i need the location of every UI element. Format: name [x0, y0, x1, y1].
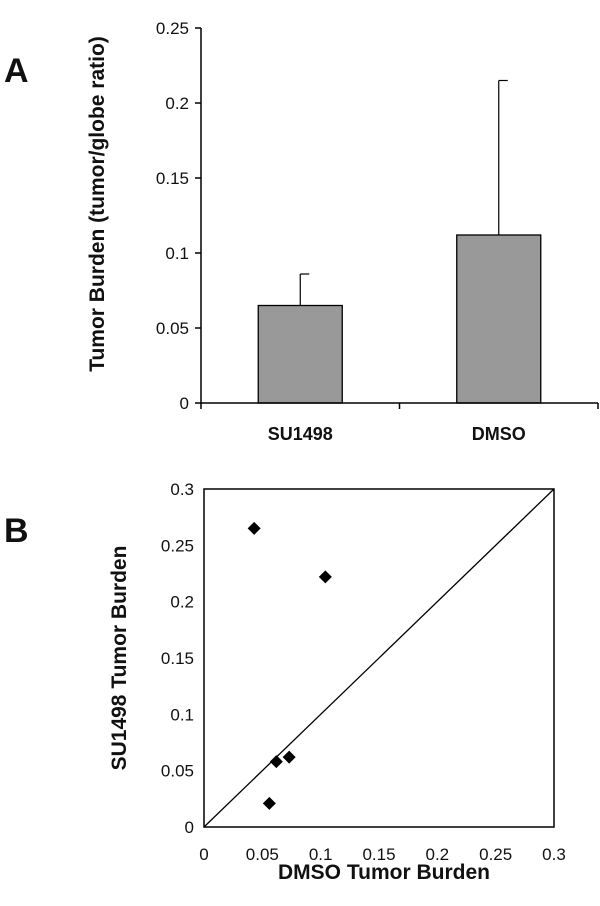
y-tick-label: 0: [185, 818, 194, 837]
panel-label-b: B: [4, 512, 29, 550]
scatter-chart-panel-b: B SU1498 Tumor Burden DMSO Tumor Burden …: [4, 480, 566, 884]
y-tick-label: 0.25: [156, 19, 189, 38]
bar-dmso: [456, 234, 542, 404]
data-point: [318, 570, 332, 584]
bar-su1498: [257, 304, 343, 404]
y-tick-label: 0.05: [161, 762, 194, 781]
y-tick-label: 0: [180, 394, 189, 413]
data-point: [282, 750, 296, 764]
x-tick-label: 0.25: [479, 845, 512, 864]
x-tick-label: 0.15: [362, 845, 395, 864]
data-point: [269, 755, 283, 769]
y-tick-label: 0.3: [170, 480, 194, 499]
y-tick-label: 0.25: [161, 536, 194, 555]
category-label: DMSO: [472, 424, 526, 444]
x-tick-label: 0.2: [426, 845, 450, 864]
data-point: [247, 521, 261, 535]
y-tick-label: 0.15: [156, 169, 189, 188]
x-axis-label-b: DMSO Tumor Burden: [278, 861, 490, 884]
y-tick-label: 0.2: [165, 94, 189, 113]
x-tick-label: 0: [199, 845, 208, 864]
y-tick-label: 0.1: [170, 705, 194, 724]
y-axis-label-a: Tumor Burden (tumor/globe ratio): [86, 36, 109, 372]
x-tick-label: 0.05: [246, 845, 279, 864]
data-point: [262, 796, 276, 810]
identity-line: [203, 488, 555, 828]
points-b: [247, 521, 332, 810]
bar-chart-panel-a: A Tumor Burden (tumor/globe ratio) 0 0.05…: [4, 19, 599, 444]
y-ticks-a: 0 0.05 0.1 0.15 0.2 0.25: [156, 19, 201, 413]
y-tick-label: 0.05: [156, 319, 189, 338]
y-tick-label: 0.1: [165, 244, 189, 263]
y-tick-label: 0.15: [161, 649, 194, 668]
bars-a: [257, 79, 542, 404]
y-ticks-b: 0 0.05 0.1 0.15 0.2 0.25 0.3: [161, 480, 194, 837]
y-tick-label: 0.2: [170, 593, 194, 612]
panel-label-a: A: [4, 52, 29, 90]
x-ticks-b: 0 0.05 0.1 0.15 0.2 0.25 0.3: [199, 845, 566, 864]
x-tick-label: 0.1: [309, 845, 333, 864]
category-label: SU1498: [268, 424, 333, 444]
category-labels-a: SU1498 DMSO: [200, 403, 599, 444]
x-tick-label: 0.3: [542, 845, 566, 864]
y-axis-label-b: SU1498 Tumor Burden: [108, 546, 131, 771]
plot-frame-b: [203, 488, 555, 828]
